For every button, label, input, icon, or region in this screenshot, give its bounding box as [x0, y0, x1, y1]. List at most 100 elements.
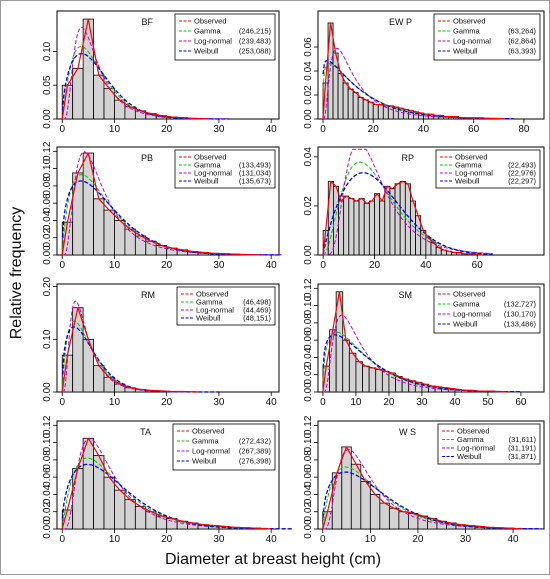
panel-title: BF	[141, 17, 153, 27]
legend-label-observed: Observed	[192, 427, 225, 436]
histogram-bar	[94, 75, 104, 119]
x-tick-label: 30	[213, 260, 225, 271]
legend-label-observed: Observed	[194, 17, 227, 26]
legend-aic-lognormal: (62,864)	[508, 37, 536, 46]
legend-label-observed: Observed	[453, 290, 486, 299]
histogram-bar	[114, 220, 124, 255]
x-tick-label: 0	[320, 397, 326, 408]
y-tick-label: 0.12	[42, 415, 53, 435]
histogram-bar	[343, 83, 348, 119]
histogram-bar	[114, 490, 124, 529]
legend: ObservedGamma(272,432)Log-normal(267,389…	[173, 424, 275, 470]
histogram-bar	[343, 340, 350, 392]
y-tick-label: 0.20	[42, 276, 53, 296]
x-axis-label: Diameter at breast height (cm)	[165, 551, 381, 568]
histogram-bar	[349, 353, 356, 392]
legend-aic-weibull: (63,393)	[508, 47, 536, 56]
histogram-bar	[146, 512, 156, 529]
y-tick-label: 0.12	[303, 415, 314, 435]
y-tick-label: 0.00	[303, 245, 314, 265]
legend-label-gamma: Gamma	[192, 437, 220, 446]
panel-title: TA	[140, 427, 151, 437]
y-tick-label: 0.06	[303, 37, 314, 57]
legend: ObservedGamma(132,727)Log-normal(130,170…	[434, 287, 540, 333]
x-tick-label: 20	[161, 124, 173, 135]
x-tick-label: 40	[418, 124, 430, 135]
legend-aic-weibull: (22,297)	[508, 177, 536, 186]
legend-label-weibull: Weibull	[196, 314, 221, 323]
y-tick-label: 0.00	[303, 109, 314, 129]
x-tick-label: 10	[109, 534, 121, 545]
y-tick-label: 0.04	[303, 61, 314, 81]
x-tick-label: 40	[266, 397, 278, 408]
panel-title: PB	[141, 153, 153, 163]
histogram-bar	[378, 105, 383, 119]
histogram-bar	[395, 184, 400, 255]
histogram-bar	[358, 97, 363, 119]
histogram-bar	[385, 186, 390, 255]
x-tick-label: 40	[266, 124, 278, 135]
legend-aic-gamma: (63,264)	[508, 27, 536, 36]
legend-aic-weibull: (253,088)	[239, 47, 272, 56]
panel-title: RP	[401, 153, 414, 163]
histogram-bar	[389, 508, 399, 529]
legend-aic-weibull: (31,871)	[508, 452, 536, 461]
histogram-bar	[339, 201, 344, 255]
x-tick-label: 0	[59, 260, 65, 271]
histogram-bar	[359, 199, 364, 255]
legend-aic-gamma: (246,215)	[239, 27, 272, 36]
histogram-bar	[62, 222, 72, 255]
legend-aic-lognormal: (130,170)	[504, 310, 537, 319]
histogram-bar	[369, 201, 374, 255]
y-tick-label: 0.02	[303, 196, 314, 216]
legend-label-weibull: Weibull	[194, 177, 219, 186]
legend-label-weibull: Weibull	[457, 452, 482, 461]
histogram-bar	[418, 516, 428, 529]
legend-aic-lognormal: (239,483)	[239, 37, 272, 46]
histogram-bar	[338, 73, 343, 119]
x-tick-label: 30	[416, 397, 428, 408]
legend: ObservedGamma(246,215)Log-normal(239,483…	[175, 14, 275, 60]
histogram-bar	[376, 370, 383, 392]
legend: ObservedGamma(22,493)Log-normal(22,976)W…	[436, 150, 540, 188]
x-tick-label: 40	[420, 260, 432, 271]
legend: ObservedGamma(31,611)Log-normal(31,191)W…	[438, 424, 540, 464]
legend: ObservedGamma(46,498)Log-normal(44,469)W…	[177, 287, 275, 325]
histogram-bar	[344, 196, 349, 255]
histogram-bar	[373, 105, 378, 119]
legend-label-lognormal: Log-normal	[192, 447, 230, 456]
x-tick-label: 40	[266, 534, 278, 545]
legend-aic-gamma: (272,432)	[239, 437, 272, 446]
x-tick-label: 30	[460, 534, 472, 545]
legend-aic-weibull: (48,151)	[243, 314, 271, 323]
legend-label-lognormal: Log-normal	[194, 37, 232, 46]
x-tick-label: 20	[383, 397, 395, 408]
x-tick-label: 10	[109, 124, 121, 135]
histogram-bar	[348, 89, 353, 119]
y-tick-label: 0.10	[42, 329, 53, 349]
x-tick-label: 20	[161, 397, 173, 408]
histogram-bar	[375, 194, 380, 255]
x-tick-label: 30	[213, 534, 225, 545]
legend-label-gamma: Gamma	[453, 300, 481, 309]
histogram-bar	[364, 203, 369, 255]
histogram-bar	[332, 473, 342, 529]
histogram-bar	[94, 199, 104, 255]
x-tick-label: 40	[266, 260, 278, 271]
histogram-bar	[368, 102, 373, 119]
histogram-bar	[363, 366, 370, 392]
legend-label-observed: Observed	[453, 17, 486, 26]
histogram-bar	[369, 368, 376, 392]
legend-label-gamma: Gamma	[453, 27, 481, 36]
panel-title: RM	[141, 290, 155, 300]
x-tick-label: 0	[320, 260, 326, 271]
x-tick-label: 20	[161, 534, 173, 545]
